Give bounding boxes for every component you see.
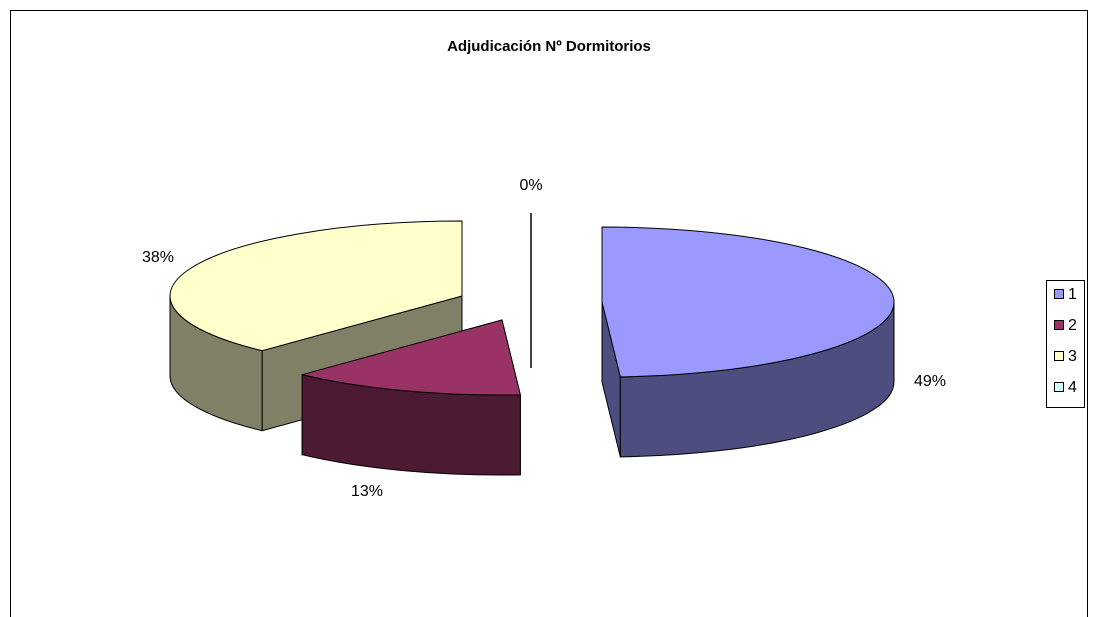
pie-slice: [601, 226, 895, 378]
legend-swatch: [1054, 351, 1064, 361]
legend: [1046, 280, 1085, 408]
slice-tops: [169, 213, 895, 396]
legend-label: 4: [1068, 379, 1077, 396]
legend-swatch: [1054, 320, 1064, 330]
pie-slice: [169, 220, 463, 352]
chart-frame: [10, 10, 1088, 617]
legend-label: 2: [1068, 317, 1077, 334]
pie-slice: [301, 319, 521, 396]
data-label: 49%: [914, 373, 946, 390]
pie: [169, 213, 895, 476]
data-label: 0%: [519, 177, 542, 194]
data-label: 38%: [142, 249, 174, 266]
legend-swatch: [1054, 382, 1064, 392]
legend-label: 3: [1068, 348, 1077, 365]
legend-swatch: [1054, 289, 1064, 299]
chart-title: Adjudicación Nº Dormitorios: [447, 38, 651, 55]
data-label: 13%: [351, 483, 383, 500]
legend-label: 1: [1068, 286, 1077, 303]
